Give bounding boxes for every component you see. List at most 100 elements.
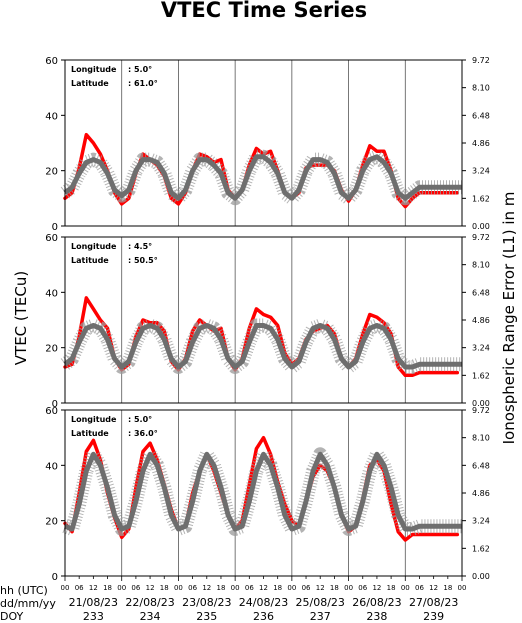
doy-label: 239 bbox=[423, 610, 444, 623]
y-tick-label: 20 bbox=[45, 167, 58, 178]
y-tick-label: 60 bbox=[45, 233, 58, 244]
doy-label: 236 bbox=[253, 610, 274, 623]
x-tick-label: 12 bbox=[372, 584, 381, 592]
x-tick-label: 18 bbox=[217, 584, 226, 592]
hh-row-label: hh (UTC) bbox=[0, 584, 48, 597]
y-axis-label-left: VTEC (TECu) bbox=[12, 271, 30, 365]
x-tick-label: 12 bbox=[429, 584, 438, 592]
latitude-label: Latitude bbox=[71, 256, 109, 265]
date-label: 21/08/23 bbox=[69, 596, 118, 609]
doy-label: 234 bbox=[140, 610, 161, 623]
y-right-tick-label: 9.72 bbox=[472, 406, 490, 415]
x-axis-group: 00 06 12 18 00 06 12 18 00 06 12 18 00 06 12 18 00 06 12 18… bbox=[0, 576, 466, 623]
longitude-value: : 5.0° bbox=[128, 65, 152, 74]
latitude-value: : 61.0° bbox=[128, 79, 158, 88]
y-right-tick-label: 3.24 bbox=[472, 167, 490, 176]
panel-1: 0 20 40 60 0.00 1.62 3.24 4.86 6.48 8.10 9.72 Longi… bbox=[45, 56, 490, 233]
x-tick-label: 00 bbox=[174, 584, 183, 592]
panels-group: 0 20 40 60 0.00 1.62 3.24 4.86 6.48 8.10 9.72 Longi… bbox=[45, 56, 490, 583]
longitude-label: Longitude bbox=[71, 65, 117, 74]
y-tick-label: 0 bbox=[52, 399, 58, 410]
y-tick-label: 0 bbox=[52, 572, 58, 583]
y-right-tick-label: 4.86 bbox=[472, 139, 490, 148]
x-tick-label: 00 bbox=[61, 584, 70, 592]
y-right-tick-label: 8.10 bbox=[472, 84, 490, 93]
x-tick-label: 00 bbox=[231, 584, 240, 592]
y-tick-label: 20 bbox=[45, 344, 58, 355]
x-tick-label: 18 bbox=[103, 584, 112, 592]
date-label: 24/08/23 bbox=[239, 596, 288, 609]
chart-title: VTEC Time Series bbox=[161, 0, 367, 22]
x-tick-label: 06 bbox=[415, 584, 424, 592]
longitude-value: : 4.5° bbox=[128, 242, 152, 251]
panel-2: 0 20 40 60 0.00 1.62 3.24 4.86 6.48 8.10 9.72 Longi… bbox=[45, 233, 490, 410]
x-tick-label: 12 bbox=[202, 584, 211, 592]
longitude-value: : 5.0° bbox=[128, 415, 152, 424]
x-tick-label: 18 bbox=[273, 584, 282, 592]
y-right-tick-label: 0.00 bbox=[472, 572, 490, 581]
x-tick-label: 06 bbox=[358, 584, 367, 592]
y-right-tick-label: 1.62 bbox=[472, 544, 490, 553]
y-right-tick-label: 3.24 bbox=[472, 517, 490, 526]
series-band-grey bbox=[62, 447, 462, 536]
y-right-tick-label: 4.86 bbox=[472, 489, 490, 498]
date-label: 26/08/23 bbox=[352, 596, 401, 609]
x-tick-label: 00 bbox=[458, 584, 467, 592]
x-tick-label: 12 bbox=[259, 584, 268, 592]
y-tick-label: 60 bbox=[45, 56, 58, 67]
date-label: 23/08/23 bbox=[182, 596, 231, 609]
longitude-label: Longitude bbox=[71, 242, 117, 251]
y-right-tick-label: 1.62 bbox=[472, 371, 490, 380]
x-tick-label: 00 bbox=[287, 584, 296, 592]
date-label: 25/08/23 bbox=[296, 596, 345, 609]
y-tick-label: 40 bbox=[45, 111, 58, 122]
y-tick-label: 40 bbox=[45, 461, 58, 472]
x-tick-label: 18 bbox=[330, 584, 339, 592]
y-tick-label: 0 bbox=[52, 222, 58, 233]
panel-frame bbox=[64, 236, 463, 404]
doy-row-label: DOY bbox=[0, 610, 24, 623]
x-tick-label: 06 bbox=[131, 584, 140, 592]
x-tick-label: 12 bbox=[146, 584, 155, 592]
x-tick-label: 12 bbox=[89, 584, 98, 592]
x-tick-label: 18 bbox=[387, 584, 396, 592]
latitude-value: : 50.5° bbox=[128, 256, 158, 265]
y-right-tick-label: 6.48 bbox=[472, 111, 490, 120]
latitude-label: Latitude bbox=[71, 429, 109, 438]
series-line-grey bbox=[63, 154, 462, 201]
doy-label: 235 bbox=[196, 610, 217, 623]
y-right-tick-label: 1.62 bbox=[472, 194, 490, 203]
date-label: 22/08/23 bbox=[125, 596, 174, 609]
x-tick-label: 06 bbox=[75, 584, 84, 592]
latitude-label: Latitude bbox=[71, 79, 109, 88]
date-label: 27/08/23 bbox=[409, 596, 458, 609]
y-right-tick-label: 4.86 bbox=[472, 316, 490, 325]
panel-3: 0 20 40 60 0.00 1.62 3.24 4.86 6.48 8.10 9.72 Longi… bbox=[45, 406, 490, 583]
panel-frame bbox=[64, 409, 463, 577]
y-tick-label: 60 bbox=[45, 406, 58, 417]
x-tick-label: 00 bbox=[401, 584, 410, 592]
x-tick-label: 18 bbox=[443, 584, 452, 592]
doy-label: 237 bbox=[310, 610, 331, 623]
x-tick-label: 06 bbox=[245, 584, 254, 592]
doy-label: 238 bbox=[366, 610, 387, 623]
y-right-tick-label: 6.48 bbox=[472, 461, 490, 470]
date-row-label: dd/mm/yy bbox=[0, 597, 56, 610]
x-tick-label: 12 bbox=[316, 584, 325, 592]
y-tick-label: 40 bbox=[45, 288, 58, 299]
series-line-grey bbox=[63, 323, 462, 370]
longitude-label: Longitude bbox=[71, 415, 117, 424]
y-right-tick-label: 3.24 bbox=[472, 344, 490, 353]
x-tick-label: 18 bbox=[160, 584, 169, 592]
x-tick-label: 00 bbox=[344, 584, 353, 592]
y-right-tick-label: 8.10 bbox=[472, 434, 490, 443]
y-right-tick-label: 6.48 bbox=[472, 288, 490, 297]
y-right-tick-label: 8.10 bbox=[472, 261, 490, 270]
y-right-tick-label: 9.72 bbox=[472, 233, 490, 242]
y-right-tick-label: 0.00 bbox=[472, 222, 490, 231]
y-right-tick-label: 9.72 bbox=[472, 56, 490, 65]
x-tick-label: 06 bbox=[302, 584, 311, 592]
series-line-grey bbox=[64, 451, 462, 532]
x-tick-label: 06 bbox=[188, 584, 197, 592]
